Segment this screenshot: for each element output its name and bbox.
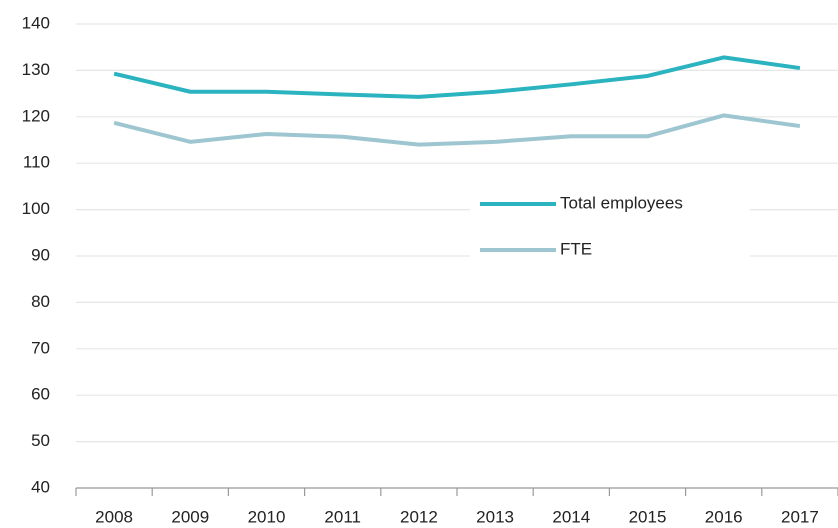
y-tick-label: 120 [22,106,50,125]
y-tick-label: 80 [31,292,50,311]
y-tick-label: 110 [23,153,50,172]
y-tick-label: 90 [31,245,50,264]
legend-label: Total employees [560,193,683,212]
x-tick-label: 2008 [95,507,133,526]
series-line [113,113,801,147]
y-tick-label: 140 [22,13,50,32]
x-tick-label: 2015 [629,507,667,526]
series-line [113,55,801,99]
y-tick-label: 60 [31,385,50,404]
y-tick-label: 100 [22,199,50,218]
y-tick-label: 130 [22,60,50,79]
legend-label: FTE [560,239,592,258]
x-tick-label: 2011 [324,507,361,526]
x-tick-label: 2017 [781,507,819,526]
y-tick-label: 50 [31,431,50,450]
x-tick-label: 2012 [400,507,438,526]
y-tick-label: 40 [31,477,50,496]
x-tick-label: 2014 [552,507,590,526]
x-tick-label: 2016 [705,507,743,526]
x-tick-label: 2010 [248,507,286,526]
x-tick-label: 2013 [476,507,514,526]
y-tick-label: 70 [31,338,50,357]
x-tick-label: 2009 [171,507,209,526]
